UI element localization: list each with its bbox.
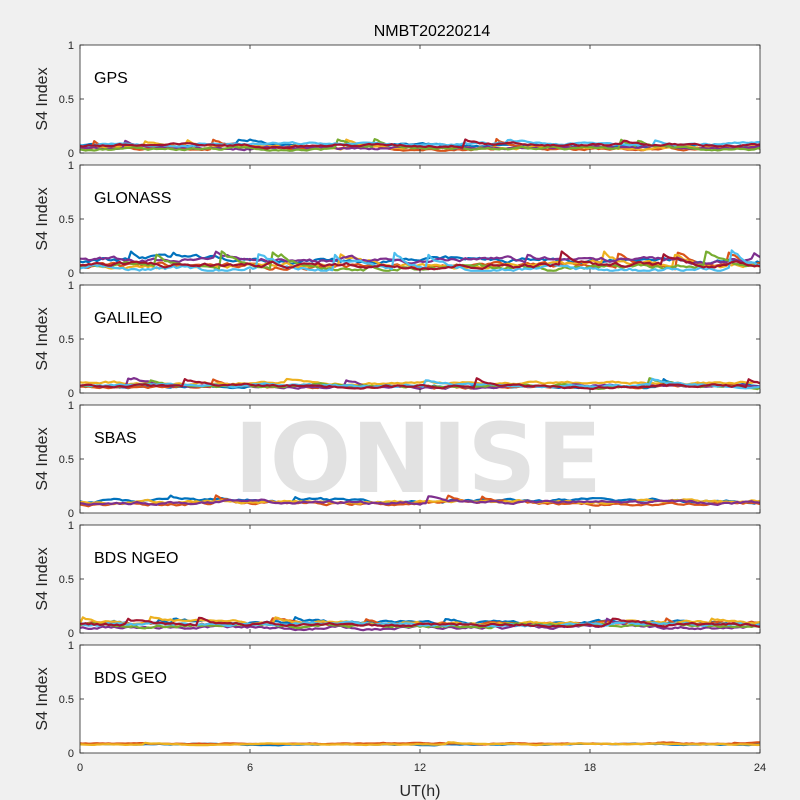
plot-area: [80, 45, 760, 153]
y-tick-label: 0: [68, 148, 74, 160]
x-tick-label: 0: [77, 762, 83, 774]
series-group: [80, 494, 760, 508]
y-axis-label: S4 Index: [34, 667, 51, 730]
series-line-6: [80, 249, 760, 272]
x-tick-label: 6: [247, 762, 253, 774]
series-line-4: [80, 250, 760, 265]
series-group: [80, 741, 760, 747]
panel-glonass: 0 0.5 1 GLONASS S4 Index: [34, 160, 761, 280]
panels: 0 0.5 1 GPS S4 Index 0 0.5 1 GLONASS S4 Index 0 0.5…: [34, 40, 766, 774]
series-line-7: [80, 138, 760, 150]
series-line-3: [80, 741, 760, 747]
x-tick-label: 24: [754, 762, 766, 774]
plot-area: [80, 645, 760, 753]
panel-label: BDS NGEO: [94, 550, 178, 567]
y-tick-label: 0.5: [59, 94, 74, 106]
watermark: IONISE: [234, 403, 602, 515]
y-axis-label: S4 Index: [34, 187, 51, 250]
panel-label: GLONASS: [94, 190, 171, 207]
y-tick-label: 0: [68, 388, 74, 400]
x-tick-label: 12: [414, 762, 426, 774]
panel-label: BDS GEO: [94, 670, 167, 687]
chart-title: NMBT20220214: [374, 23, 491, 40]
series-line-7: [80, 377, 760, 391]
series-line-7: [80, 616, 760, 629]
y-axis-label: S4 Index: [34, 547, 51, 610]
y-tick-label: 0.5: [59, 334, 74, 346]
y-tick-label: 0.5: [59, 574, 74, 586]
x-axis-label: UT(h): [400, 783, 441, 800]
plot-area: [80, 285, 760, 393]
series-group: [80, 137, 760, 152]
y-tick-label: 0: [68, 628, 74, 640]
y-tick-label: 1: [68, 40, 74, 52]
panel-label: SBAS: [94, 430, 137, 447]
y-tick-label: 0.5: [59, 454, 74, 466]
series-group: [80, 377, 760, 391]
y-tick-label: 1: [68, 280, 74, 292]
panel-sbas: 0 0.5 1 SBAS S4 Index: [34, 400, 761, 520]
series-group: [80, 615, 760, 632]
panel-gps: 0 0.5 1 GPS S4 Index: [34, 40, 761, 160]
y-tick-label: 0: [68, 508, 74, 520]
plot-area: [80, 405, 760, 513]
y-axis-label: S4 Index: [34, 67, 51, 130]
y-tick-label: 1: [68, 520, 74, 532]
y-tick-label: 1: [68, 160, 74, 172]
y-axis-label: S4 Index: [34, 427, 51, 490]
y-tick-label: 0.5: [59, 214, 74, 226]
y-tick-label: 1: [68, 400, 74, 412]
panel-galileo: 0 0.5 1 GALILEO S4 Index: [34, 280, 761, 400]
y-tick-label: 1: [68, 640, 74, 652]
plot-area: [80, 525, 760, 633]
panel-label: GPS: [94, 70, 128, 87]
panel-bds-ngeo: 0 0.5 1 BDS NGEO S4 Index: [34, 520, 761, 640]
y-tick-label: 0: [68, 268, 74, 280]
y-axis-label: S4 Index: [34, 307, 51, 370]
series-line-4: [80, 495, 760, 506]
panel-bds-geo: 0 0.5 1 BDS GEO S4 Index: [34, 640, 761, 760]
panel-label: GALILEO: [94, 310, 162, 327]
series-line-3: [80, 498, 760, 505]
y-tick-label: 0.5: [59, 694, 74, 706]
y-tick-label: 0: [68, 748, 74, 760]
x-tick-label: 18: [584, 762, 596, 774]
series-group: [80, 249, 760, 272]
